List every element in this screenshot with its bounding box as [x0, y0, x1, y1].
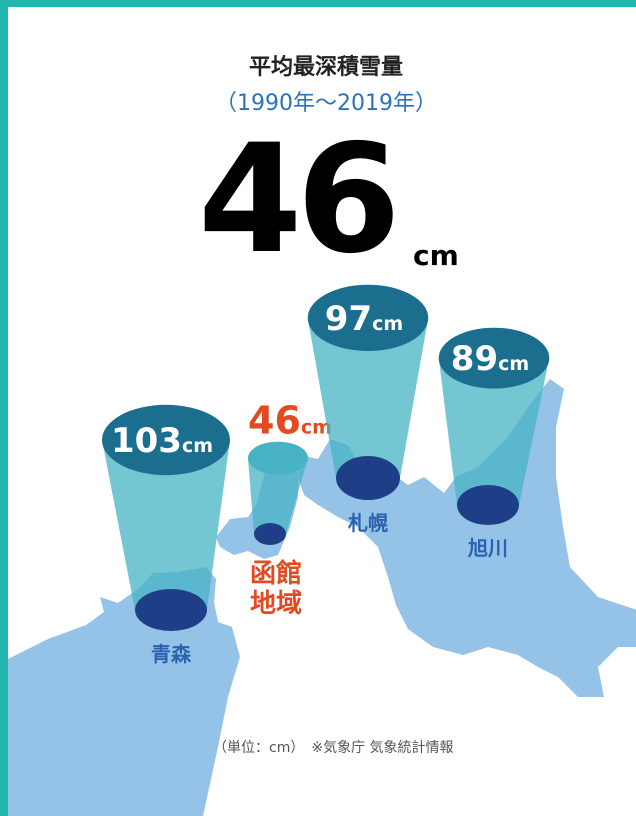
- chart-title: 平均最深積雪量: [248, 55, 403, 80]
- bar-base: [336, 456, 400, 500]
- map-hokkaido: [298, 379, 636, 697]
- city-label: 地域: [250, 589, 302, 619]
- city-label: 青森: [151, 642, 192, 666]
- bar-4: 89cm 旭川: [438, 327, 550, 560]
- headline-value: 46: [198, 113, 401, 287]
- bar-base: [254, 523, 286, 545]
- city-label: 旭川: [467, 536, 508, 560]
- bar-top: [307, 284, 429, 352]
- bar-body: [102, 440, 230, 610]
- chart-subtitle: （1990年〜2019年）: [215, 91, 437, 116]
- bar-body: [307, 317, 429, 478]
- value-label: 97cm: [325, 299, 403, 339]
- source-footnote: （単位：cm） ※気象庁 気象統計情報: [213, 740, 454, 756]
- city-label: 函館: [250, 558, 302, 589]
- bar-top: [248, 441, 308, 475]
- bar-top: [438, 327, 550, 389]
- headline-unit: cm: [413, 239, 459, 272]
- value-label: 46cm: [248, 399, 332, 443]
- bar-top: [102, 404, 230, 476]
- bar-3: 97cm 札幌: [307, 284, 429, 535]
- value-label: 103cm: [111, 421, 213, 461]
- bar-base: [457, 485, 519, 525]
- city-label: 札幌: [347, 511, 388, 535]
- bar-body: [248, 458, 308, 534]
- bar-base: [135, 589, 207, 631]
- value-label: 89cm: [451, 339, 529, 379]
- bar-1: 103cm 青森: [102, 404, 230, 666]
- bar-body: [438, 358, 550, 505]
